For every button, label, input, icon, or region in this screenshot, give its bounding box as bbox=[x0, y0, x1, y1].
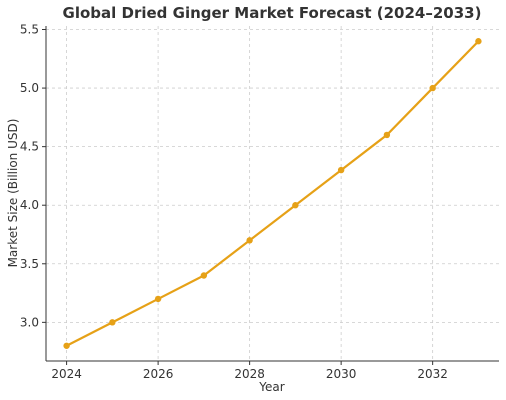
data-point bbox=[292, 202, 299, 209]
data-point bbox=[475, 38, 482, 45]
y-tick-label: 4.5 bbox=[20, 140, 39, 154]
data-series bbox=[63, 38, 482, 349]
y-axis-label: Market Size (Billion USD) bbox=[6, 119, 20, 268]
x-tick-label: 2024 bbox=[51, 367, 82, 381]
y-tick-label: 4.0 bbox=[20, 198, 39, 212]
axes bbox=[45, 26, 499, 362]
series-line bbox=[66, 40, 480, 347]
grid-lines bbox=[46, 26, 499, 361]
data-point bbox=[200, 272, 208, 279]
y-axis-ticks: 3.0 3.5 4.0 4.5 5.0 5.5 bbox=[20, 23, 46, 329]
y-tick-label: 3.5 bbox=[20, 257, 39, 271]
data-point bbox=[337, 166, 345, 174]
x-tick-label: 2026 bbox=[143, 367, 174, 381]
x-tick-label: 2032 bbox=[417, 367, 448, 381]
data-point bbox=[63, 342, 70, 349]
data-point bbox=[154, 295, 162, 303]
data-point bbox=[246, 237, 253, 244]
y-tick-label: 5.5 bbox=[20, 23, 39, 37]
data-point bbox=[109, 319, 116, 326]
y-tick-label: 3.0 bbox=[20, 315, 39, 329]
x-tick-label: 2030 bbox=[326, 367, 357, 381]
chart-title: Global Dried Ginger Market Forecast (202… bbox=[63, 4, 482, 22]
x-axis-ticks: 2024 2026 2028 2030 2032 bbox=[51, 361, 448, 381]
x-tick-label: 2028 bbox=[234, 367, 265, 381]
y-tick-label: 5.0 bbox=[20, 81, 39, 95]
data-point bbox=[429, 84, 436, 92]
data-point bbox=[383, 131, 391, 139]
x-axis-label: Year bbox=[258, 380, 284, 394]
